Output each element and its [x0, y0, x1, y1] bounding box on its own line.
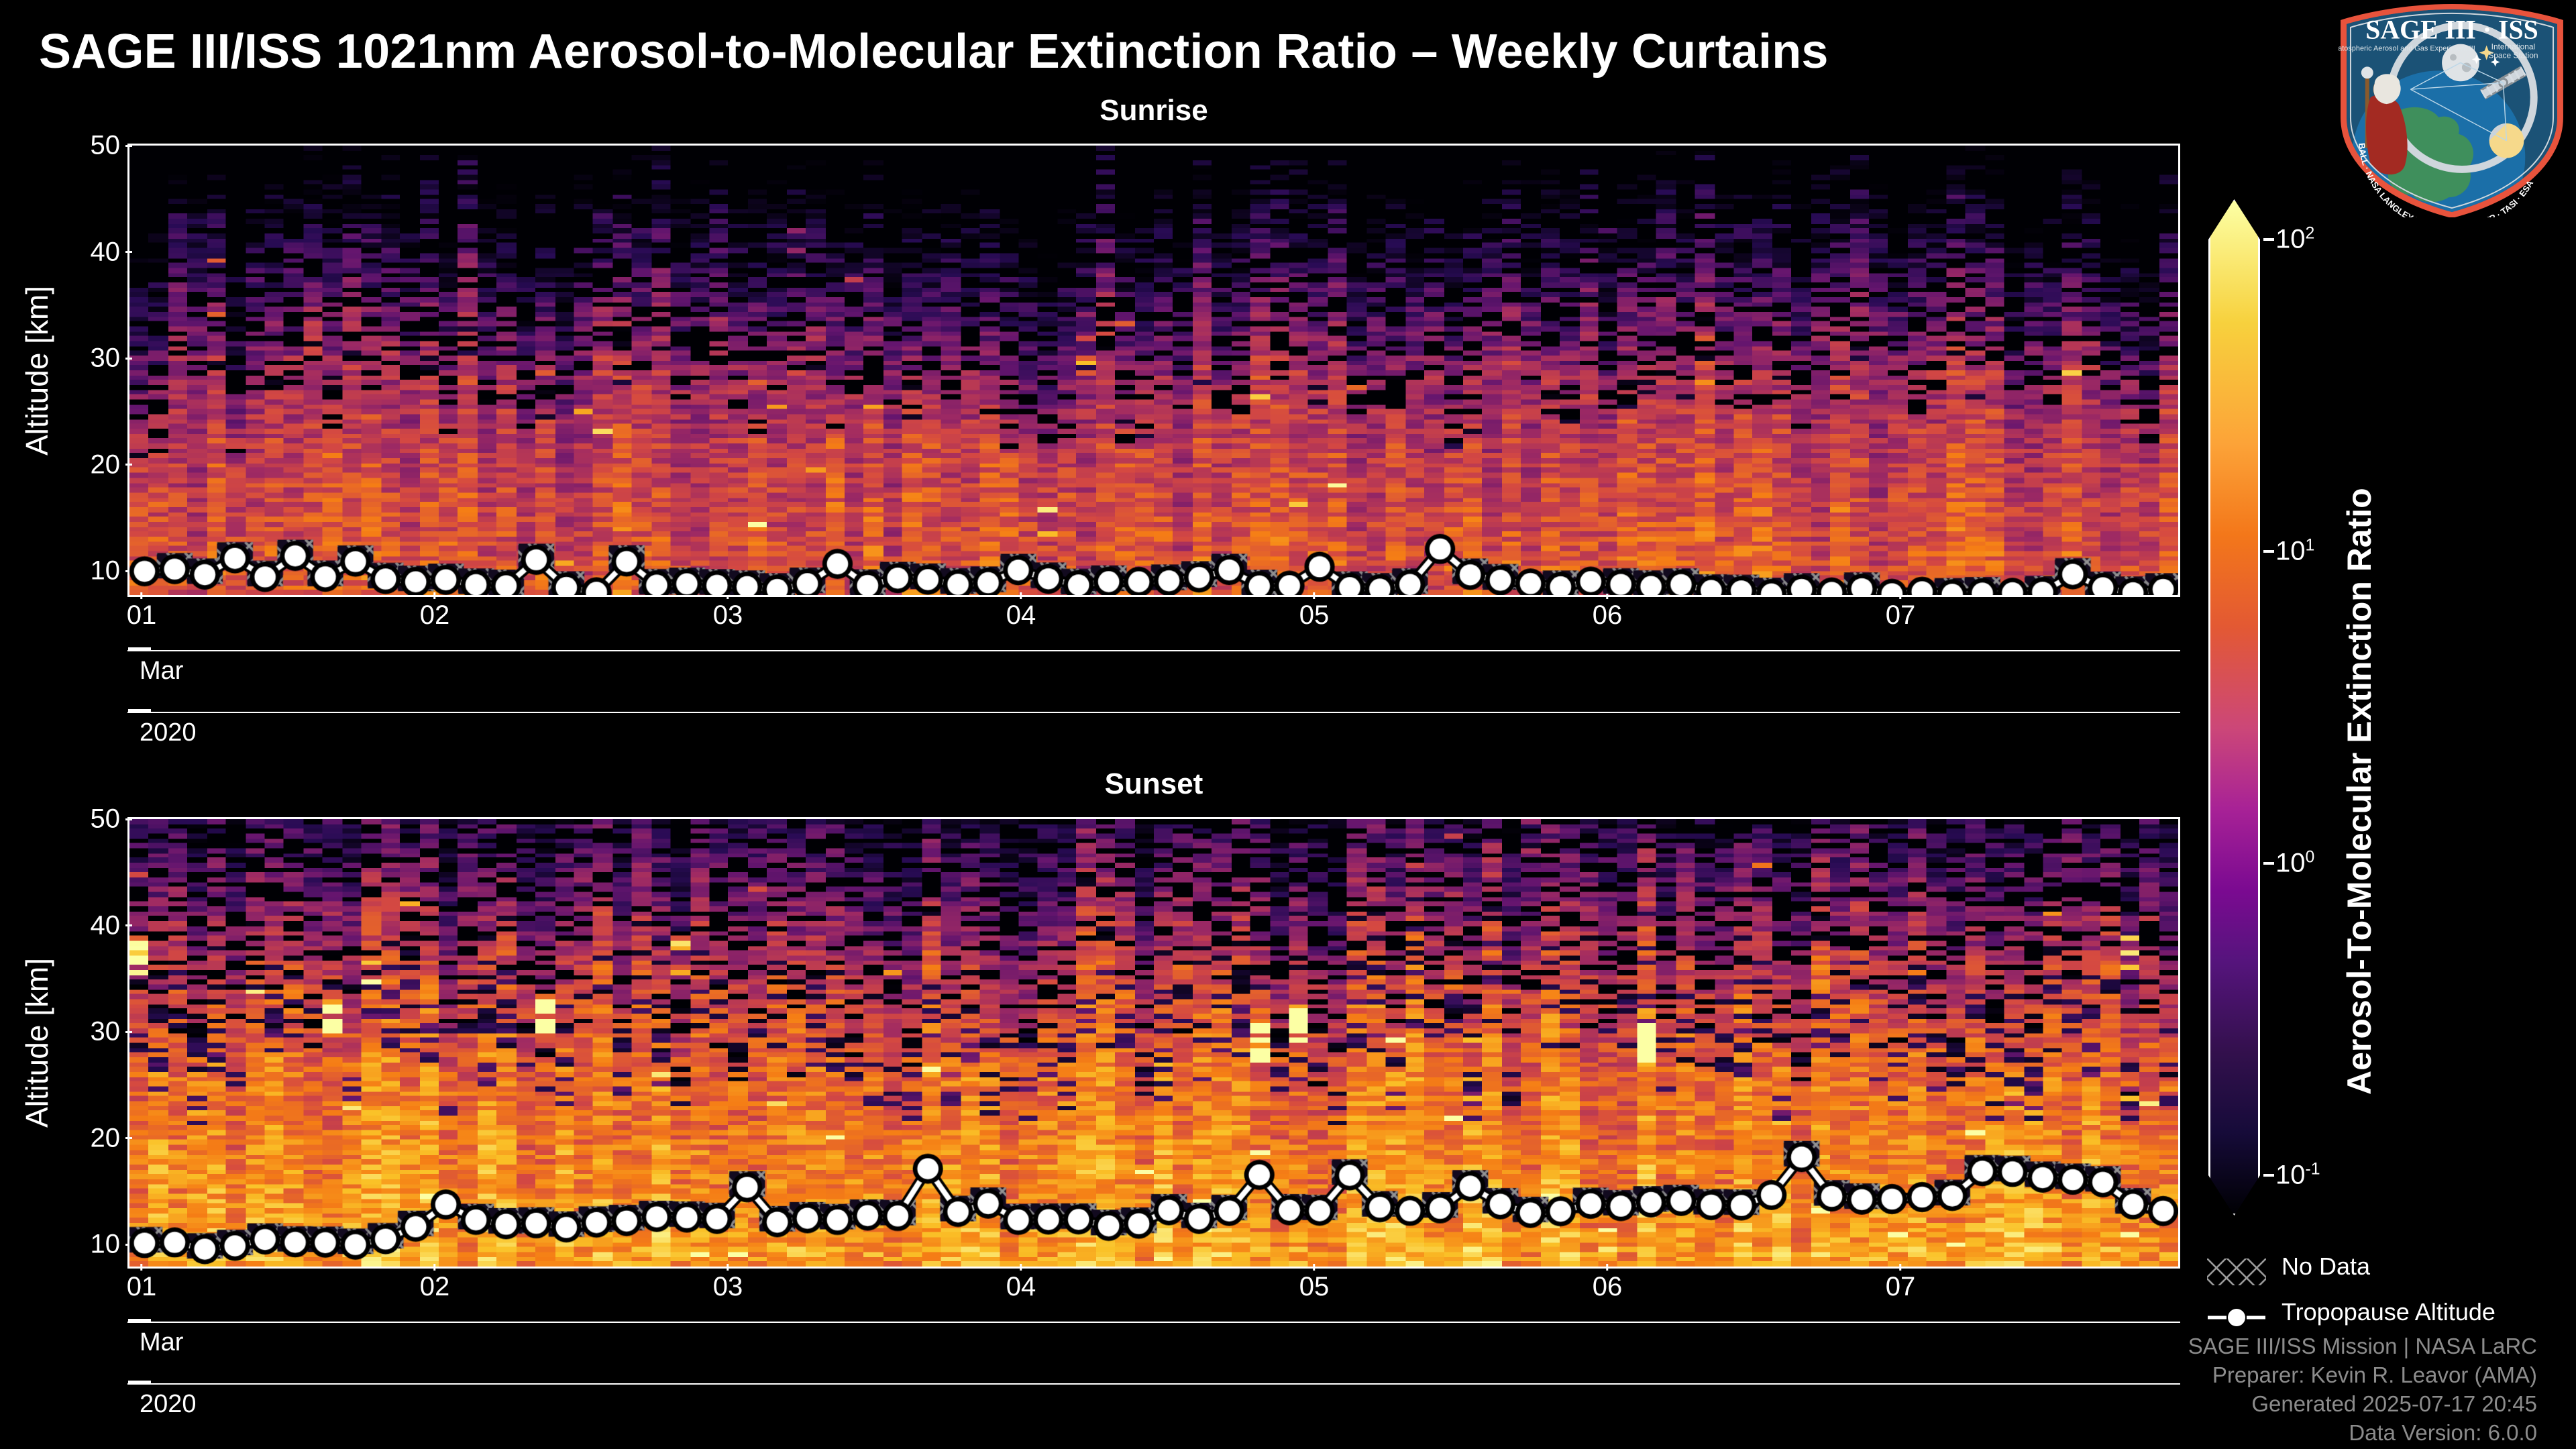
svg-text:Stratospheric Aerosol and Gas: Stratospheric Aerosol and Gas Experiment… [2339, 45, 2475, 53]
svg-text:International: International [2491, 42, 2536, 52]
svg-text:SAGE III · ISS: SAGE III · ISS [2365, 15, 2538, 45]
svg-text:Space Station: Space Station [2488, 50, 2538, 60]
